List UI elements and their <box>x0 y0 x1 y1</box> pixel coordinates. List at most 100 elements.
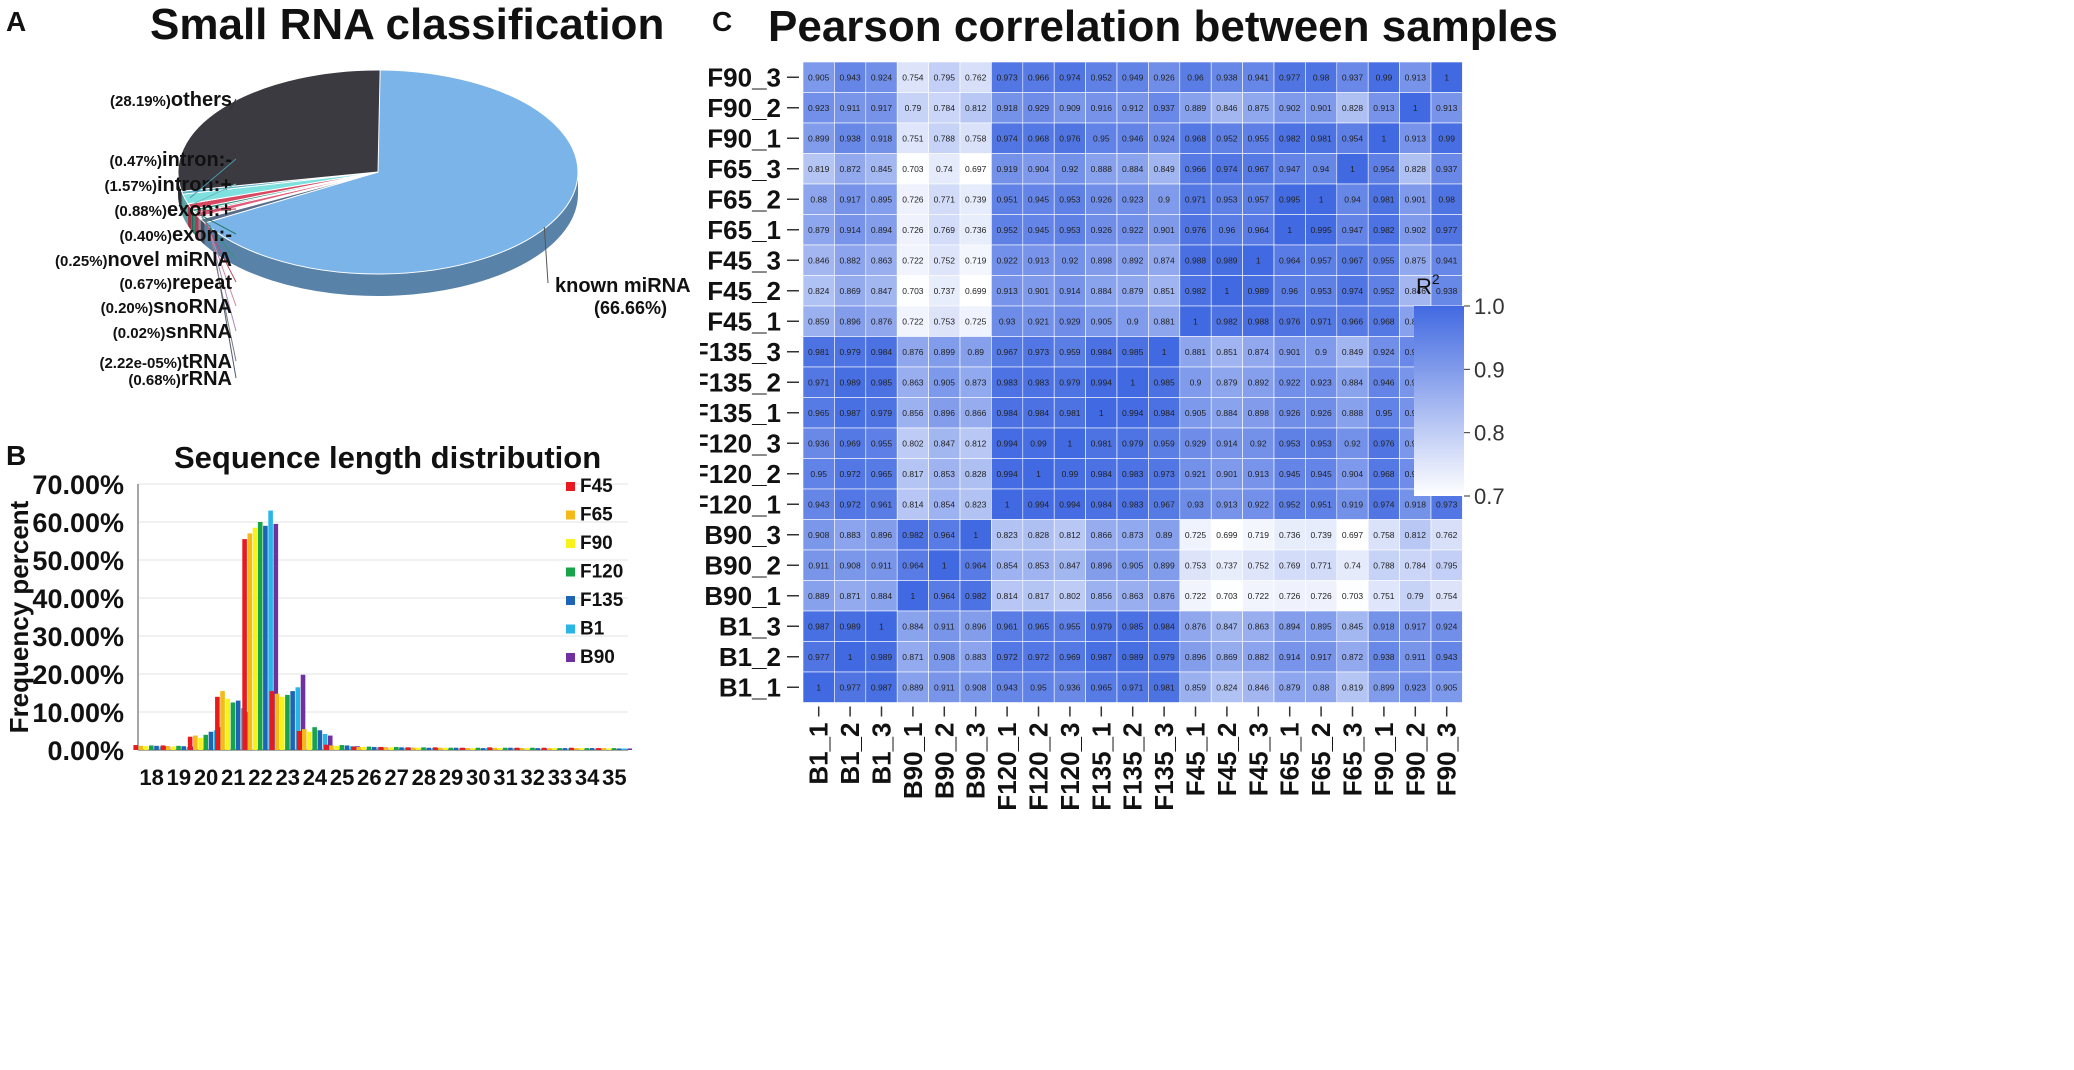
heatmap-value: 0.892 <box>1248 377 1270 387</box>
heatmap-value: 0.981 <box>1091 438 1113 448</box>
pie-label-text: (0.68%)rRNA <box>128 368 232 390</box>
heatmap-cell <box>1305 366 1338 398</box>
heatmap-value: 0.896 <box>871 530 893 540</box>
heatmap-cell <box>1273 427 1306 459</box>
column-label: F45_1 <box>1181 723 1211 797</box>
heatmap-value: 0.924 <box>871 72 893 82</box>
heatmap-value: 0.881 <box>1185 347 1207 357</box>
heatmap-value: 0.94 <box>1313 164 1330 174</box>
heatmap-value: 0.985 <box>871 377 893 387</box>
bar-F90-32 <box>524 748 530 750</box>
heatmap-cell <box>1179 641 1212 673</box>
heatmap-value: 0.94 <box>1344 194 1361 204</box>
heatmap-value: 0.828 <box>965 469 987 479</box>
bar-B90-23 <box>300 674 306 750</box>
heatmap-value: 0.846 <box>1216 103 1238 113</box>
heatmap-cell <box>928 610 961 642</box>
heatmap-cell <box>865 183 898 215</box>
heatmap-value: 0.737 <box>1216 560 1238 570</box>
heatmap-value: 0.869 <box>1216 652 1238 662</box>
heatmap-value: 0.945 <box>1028 194 1050 204</box>
heatmap-value: 0.898 <box>1248 408 1270 418</box>
heatmap-value: 0.979 <box>1122 438 1144 448</box>
bar-F120-30 <box>475 747 481 750</box>
heatmap-cell <box>1242 397 1275 429</box>
bar-F65-35 <box>601 748 606 750</box>
pie-label-9: (1.57%)intron:+ <box>104 174 237 205</box>
heatmap-value: 0.911 <box>934 621 955 631</box>
heatmap-value: 1 <box>1444 72 1449 82</box>
heatmap-value: 0.769 <box>934 225 956 235</box>
heatmap-value: 0.912 <box>1122 103 1144 113</box>
heatmap-value: 0.945 <box>1279 469 1301 479</box>
heatmap-cell <box>991 580 1024 612</box>
heatmap-value: 0.995 <box>1310 225 1332 235</box>
bar-F45-33 <box>541 747 547 750</box>
pie-label-text: (0.20%)snoRNA <box>101 296 232 318</box>
row-label: B90_1 <box>704 581 781 611</box>
heatmap-value: 0.99 <box>1438 133 1455 143</box>
bar-F65-21 <box>220 691 225 750</box>
heatmap-cell <box>959 488 992 520</box>
heatmap-value: 0.896 <box>1185 652 1207 662</box>
heatmap-cell <box>1305 610 1338 642</box>
heatmap-value: 0.981 <box>1059 408 1081 418</box>
heatmap-value: 0.828 <box>1028 530 1050 540</box>
heatmap-cell <box>991 92 1024 124</box>
heatmap-value: 0.888 <box>1091 164 1113 174</box>
heatmap-cell <box>1148 671 1181 703</box>
heatmap-cell <box>1116 519 1149 551</box>
pie-leader-line <box>205 221 237 307</box>
heatmap-cell <box>1085 580 1118 612</box>
pie-label-pct: (0.88%) <box>114 203 167 220</box>
heatmap-value: 0.884 <box>1342 377 1364 387</box>
heatmap-value: 0.911 <box>871 560 892 570</box>
x-tick-label: 28 <box>412 765 436 790</box>
heatmap-value: 0.703 <box>902 164 924 174</box>
heatmap-cell <box>1179 397 1212 429</box>
heatmap-value: 0.9 <box>1315 347 1327 357</box>
bar-F45-28 <box>405 747 411 750</box>
pie-label-8: (0.88%)exon:+ <box>114 199 237 221</box>
heatmap-cell <box>1053 122 1086 154</box>
heatmap-value: 0.943 <box>996 682 1018 692</box>
heatmap-value: 0.758 <box>1373 530 1395 540</box>
heatmap-cell <box>834 153 867 185</box>
heatmap-cell <box>1336 458 1369 490</box>
column-label: F65_1 <box>1275 723 1305 797</box>
heatmap-value: 0.79 <box>905 103 922 113</box>
heatmap-cell <box>928 122 961 154</box>
heatmap-cell <box>834 427 867 459</box>
heatmap-cell <box>802 366 835 398</box>
column-label: F65_3 <box>1338 723 1368 797</box>
heatmap-cell <box>1148 122 1181 154</box>
heatmap-cell <box>1273 336 1306 368</box>
bar-F45-30 <box>460 747 465 750</box>
heatmap-cell <box>1148 244 1181 276</box>
heatmap-value: 0.967 <box>996 347 1018 357</box>
bar-F120-27 <box>394 746 399 750</box>
heatmap-value: 0.722 <box>902 255 924 265</box>
heatmap-cell <box>802 641 835 673</box>
heatmap-value: 0.982 <box>1373 225 1395 235</box>
heatmap-cell <box>802 183 835 215</box>
heatmap-value: 0.802 <box>902 438 924 448</box>
heatmap-value: 0.917 <box>1405 621 1427 631</box>
bar-F65-23 <box>274 693 280 750</box>
heatmap-cell <box>1399 153 1432 185</box>
heatmap-cell <box>1242 458 1275 490</box>
row-label: F45_3 <box>707 245 781 275</box>
heatmap-cell <box>865 427 898 459</box>
heatmap-value: 0.92 <box>1250 438 1267 448</box>
row-label: F120_2 <box>700 459 781 489</box>
heatmap-value: 0.959 <box>1059 347 1081 357</box>
bar-F120-26 <box>366 746 372 750</box>
heatmap-value: 0.92 <box>1062 255 1079 265</box>
heatmap-value: 0.926 <box>1310 408 1332 418</box>
heatmap-value: 0.722 <box>1248 591 1270 601</box>
heatmap-cell <box>1430 275 1463 307</box>
heatmap-cell <box>1367 244 1400 276</box>
heatmap-cell <box>1305 519 1338 551</box>
heatmap-value: 0.984 <box>1091 469 1113 479</box>
bar-F120-32 <box>530 747 535 750</box>
